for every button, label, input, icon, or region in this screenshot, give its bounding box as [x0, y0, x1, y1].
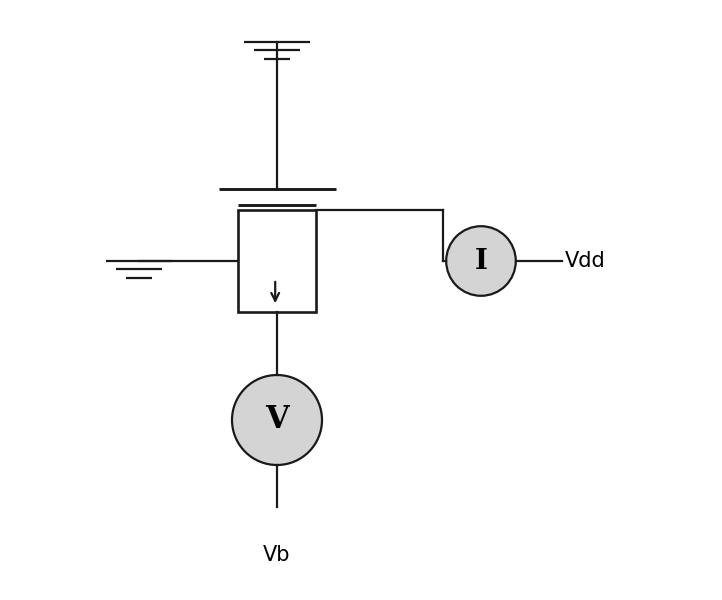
Text: Vdd: Vdd: [565, 251, 606, 271]
Circle shape: [446, 226, 516, 296]
Circle shape: [232, 375, 322, 465]
Text: I: I: [474, 248, 487, 275]
Bar: [238, 210, 316, 312]
Text: Vb: Vb: [264, 545, 291, 565]
Text: V: V: [265, 404, 289, 436]
